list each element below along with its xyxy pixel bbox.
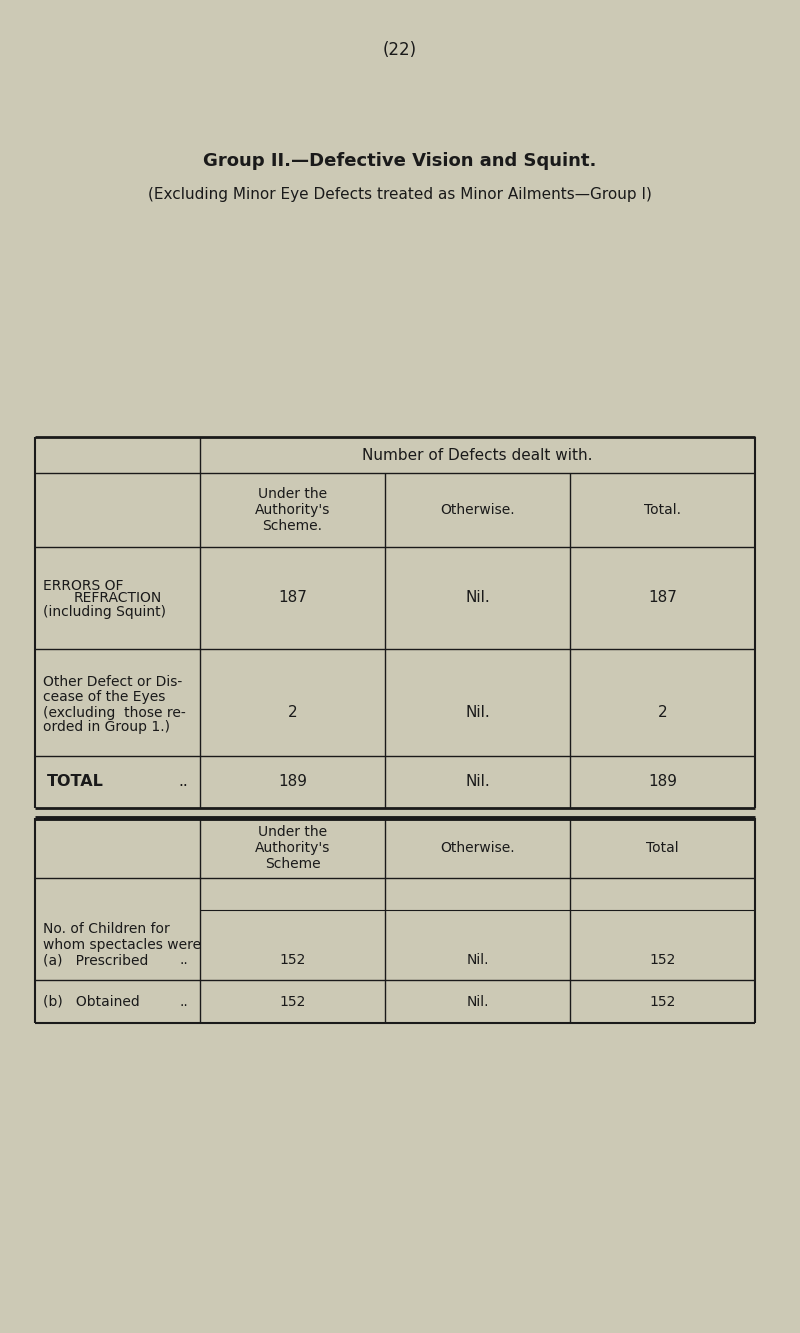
- Text: 152: 152: [279, 994, 306, 1009]
- Text: 152: 152: [279, 953, 306, 968]
- Text: TOTAL: TOTAL: [47, 774, 104, 789]
- Text: cease of the Eyes: cease of the Eyes: [43, 690, 166, 705]
- Text: Nil.: Nil.: [465, 705, 490, 720]
- Text: Nil.: Nil.: [465, 774, 490, 789]
- Text: Otherwise.: Otherwise.: [440, 841, 515, 854]
- Text: Otherwise.: Otherwise.: [440, 503, 515, 517]
- Text: (including Squint): (including Squint): [43, 605, 166, 619]
- Text: (b)   Obtained: (b) Obtained: [43, 994, 140, 1009]
- Text: Group II.—Defective Vision and Squint.: Group II.—Defective Vision and Squint.: [203, 152, 597, 171]
- Text: 189: 189: [278, 774, 307, 789]
- Text: ERRORS OF: ERRORS OF: [43, 579, 123, 593]
- Text: 152: 152: [650, 953, 676, 968]
- Text: whom spectacles were: whom spectacles were: [43, 938, 201, 952]
- Text: Under the
Authority's
Scheme.: Under the Authority's Scheme.: [255, 487, 330, 533]
- Text: Total: Total: [646, 841, 679, 854]
- Text: Nil.: Nil.: [466, 994, 489, 1009]
- Text: 2: 2: [658, 705, 667, 720]
- Text: 187: 187: [278, 591, 307, 605]
- Text: ..: ..: [179, 953, 188, 968]
- Text: Nil.: Nil.: [465, 591, 490, 605]
- Text: (excluding  those re-: (excluding those re-: [43, 705, 186, 720]
- Text: 152: 152: [650, 994, 676, 1009]
- Text: orded in Group 1.): orded in Group 1.): [43, 721, 170, 734]
- Text: Under the
Authority's
Scheme: Under the Authority's Scheme: [255, 825, 330, 872]
- Text: Nil.: Nil.: [466, 953, 489, 968]
- Text: (22): (22): [383, 41, 417, 59]
- Text: ..: ..: [178, 774, 188, 789]
- Text: ..: ..: [179, 994, 188, 1009]
- Text: Total.: Total.: [644, 503, 681, 517]
- Text: 189: 189: [648, 774, 677, 789]
- Text: REFRACTION: REFRACTION: [74, 591, 162, 605]
- Text: 187: 187: [648, 591, 677, 605]
- Text: (Excluding Minor Eye Defects treated as Minor Ailments—Group I): (Excluding Minor Eye Defects treated as …: [148, 188, 652, 203]
- Text: 2: 2: [288, 705, 298, 720]
- Text: (a)   Prescribed: (a) Prescribed: [43, 953, 148, 968]
- Text: Other Defect or Dis-: Other Defect or Dis-: [43, 676, 182, 689]
- Text: No. of Children for: No. of Children for: [43, 922, 170, 936]
- Text: Number of Defects dealt with.: Number of Defects dealt with.: [362, 448, 593, 463]
